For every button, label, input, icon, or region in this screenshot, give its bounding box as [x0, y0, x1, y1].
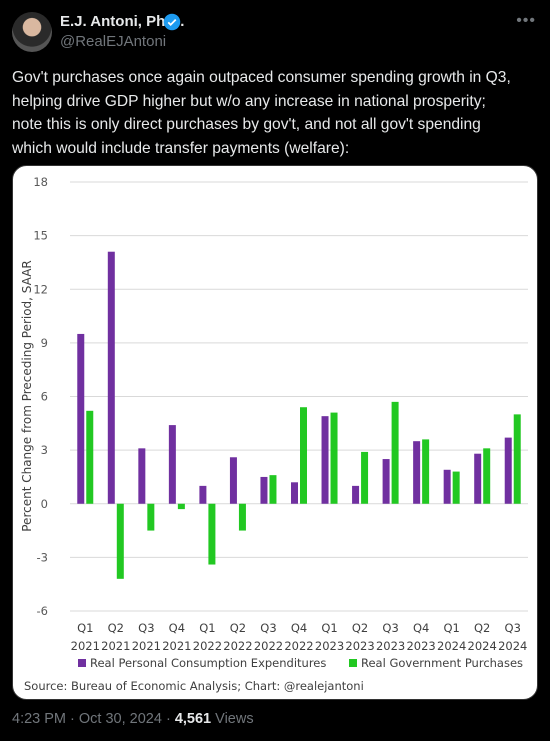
bar — [361, 451, 369, 504]
tweet-line: Gov't purchases once again outpaced cons… — [12, 69, 511, 86]
y-tick-label: 0 — [41, 497, 48, 511]
x-tick-label: 2022 — [223, 639, 252, 653]
x-tick-label: Q1 — [199, 621, 215, 635]
bar — [513, 414, 521, 504]
legend-label: Real Personal Consumption Expenditures — [90, 656, 326, 670]
views-label: Views — [215, 711, 254, 727]
tweet-line: which would include transfer payments (w… — [12, 139, 350, 157]
bar — [391, 401, 399, 504]
x-tick-label: 2023 — [406, 639, 435, 653]
tweet-line: helping drive GDP higher but w/o any inc… — [12, 92, 486, 110]
y-tick-label: -3 — [37, 550, 48, 564]
x-tick-label: Q3 — [138, 621, 154, 635]
bar — [413, 441, 421, 504]
tweet-line: note this is only direct purchases by go… — [12, 116, 481, 133]
author-handle[interactable]: @RealEJAntoni — [60, 33, 167, 50]
views-count: 4,561 — [174, 711, 212, 727]
x-tick-label: Q1 — [77, 621, 93, 635]
y-tick-label: 18 — [33, 175, 48, 189]
bar — [229, 457, 237, 504]
x-tick-label: 2023 — [315, 639, 344, 653]
chart-source: Source: Bureau of Economic Analysis; Cha… — [24, 679, 364, 693]
x-tick-label: 2022 — [254, 639, 283, 653]
y-tick-label: 9 — [41, 336, 48, 350]
y-tick-label: -6 — [37, 604, 48, 618]
bar — [382, 459, 390, 504]
bar — [77, 333, 85, 504]
bar — [177, 503, 185, 510]
x-tick-label: Q1 — [321, 621, 337, 635]
timestamp[interactable]: 4:23 PM · Oct 30, 2024 — [12, 711, 162, 727]
bar — [300, 407, 307, 504]
bar — [147, 503, 155, 531]
bar — [422, 439, 430, 504]
bar — [208, 503, 216, 565]
x-tick-label: Q3 — [260, 621, 276, 635]
bar — [330, 412, 338, 504]
avatar[interactable] — [12, 12, 52, 52]
author-name[interactable]: E.J. Antoni, Ph.D. — [60, 13, 185, 30]
x-tick-label: Q3 — [382, 621, 398, 635]
x-tick-label: 2022 — [284, 639, 313, 653]
y-tick-label: 15 — [33, 229, 48, 243]
tweet-footer: 4:23 PM · Oct 30, 2024 · 4,561 Views — [12, 711, 254, 727]
bar — [86, 410, 94, 504]
bar — [504, 437, 512, 504]
x-tick-label: Q2 — [230, 621, 246, 635]
bar — [443, 469, 451, 504]
chart: Percent Change from Preceding Period, SA… — [12, 165, 538, 700]
bar — [452, 471, 460, 504]
legend-swatch — [349, 659, 357, 667]
x-tick-label: Q3 — [505, 621, 521, 635]
x-tick-label: 2023 — [345, 639, 374, 653]
x-tick-label: 2024 — [498, 639, 527, 653]
legend-label: Real Government Purchases — [361, 656, 523, 670]
x-tick-label: 2021 — [101, 639, 130, 653]
bar — [483, 448, 491, 504]
x-tick-label: Q2 — [108, 621, 124, 635]
tweet-text: Gov't purchases once again outpaced cons… — [12, 66, 542, 160]
legend-swatch — [78, 659, 86, 667]
bar — [291, 482, 298, 504]
x-tick-label: Q1 — [443, 621, 459, 635]
x-tick-label: 2021 — [162, 639, 191, 653]
bar — [138, 448, 146, 504]
bar — [474, 453, 482, 504]
y-axis-label: Percent Change from Preceding Period, SA… — [20, 260, 34, 532]
bar — [260, 476, 268, 504]
bar — [107, 251, 115, 504]
y-tick-label: 12 — [33, 282, 48, 296]
more-button[interactable]: ••• — [516, 12, 536, 29]
x-tick-label: Q2 — [474, 621, 490, 635]
bar — [269, 475, 277, 504]
x-tick-label: 2024 — [437, 639, 466, 653]
bar — [352, 485, 360, 504]
x-tick-label: Q4 — [169, 621, 185, 635]
y-tick-label: 3 — [41, 443, 48, 457]
x-tick-label: 2023 — [376, 639, 405, 653]
x-tick-label: Q2 — [352, 621, 368, 635]
x-tick-label: 2022 — [193, 639, 222, 653]
chart-card — [12, 165, 538, 700]
y-tick-label: 6 — [41, 390, 48, 404]
x-tick-label: 2024 — [468, 639, 497, 653]
bar — [238, 503, 246, 531]
bar — [116, 503, 124, 579]
x-tick-label: 2021 — [71, 639, 100, 653]
separator: · — [165, 711, 171, 727]
bar — [321, 416, 329, 504]
x-tick-label: 2021 — [132, 639, 161, 653]
x-tick-label: Q4 — [291, 621, 307, 635]
verified-badge — [163, 13, 181, 31]
x-tick-label: Q4 — [413, 621, 429, 635]
bar — [199, 485, 207, 504]
bar — [168, 425, 176, 504]
